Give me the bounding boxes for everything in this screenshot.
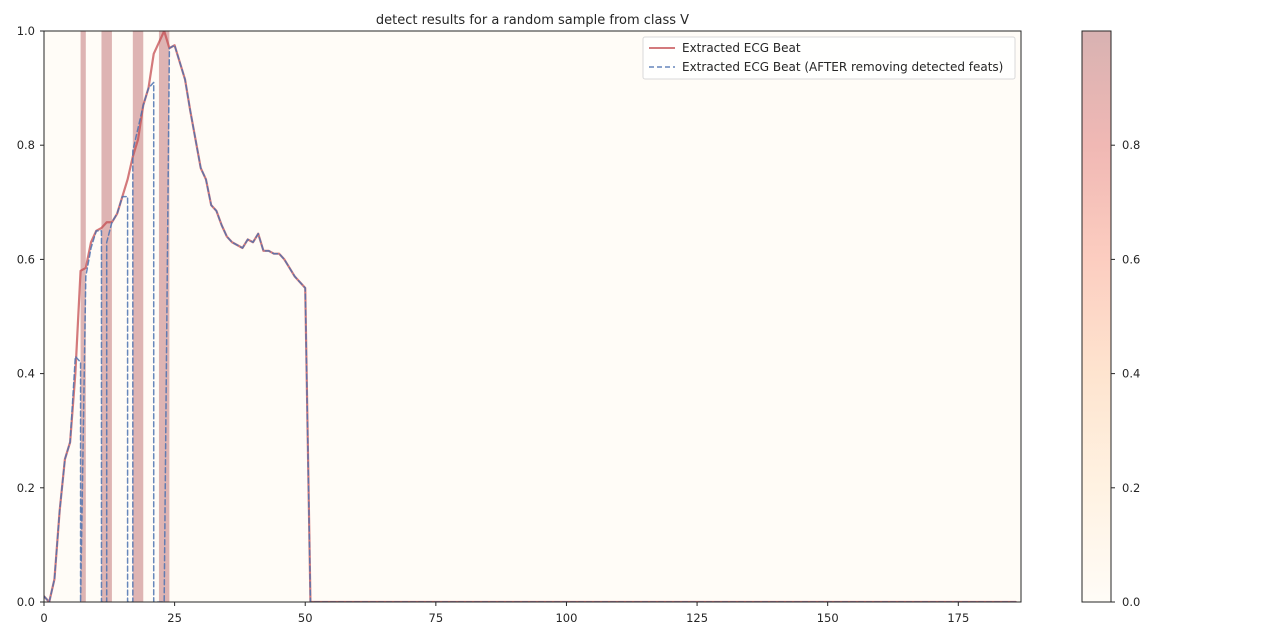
legend-label-after-removing: Extracted ECG Beat (AFTER removing detec… — [682, 60, 1003, 74]
x-tick-label-75: 75 — [429, 611, 444, 625]
plot-frame — [43, 30, 1022, 603]
colorbar-tick-label-3: 0.6 — [1122, 252, 1140, 266]
series-lines — [44, 31, 1017, 602]
highlight-band-3 — [158, 31, 170, 602]
y-axis-ticks: 0.0 0.2 0.4 0.6 0.8 1.0 — [17, 24, 44, 609]
x-tick-label-0: 0 — [40, 611, 47, 625]
x-tick-label-25: 25 — [167, 611, 182, 625]
highlight-band-1 — [101, 31, 112, 602]
highlight-band-0 — [80, 31, 86, 602]
y-tick-label-1: 0.2 — [17, 481, 35, 495]
plot-background — [44, 31, 1021, 602]
colorbar-tick-label-4: 0.8 — [1122, 138, 1140, 152]
legend: Extracted ECG Beat Extracted ECG Beat (A… — [642, 36, 1016, 80]
x-tick-label-150: 150 — [817, 611, 839, 625]
colorbar-tick-label-1: 0.2 — [1122, 481, 1140, 495]
x-axis-ticks: 0 25 50 75 100 125 150 175 — [40, 602, 969, 625]
y-tick-label-0: 0.0 — [17, 595, 35, 609]
y-tick-label-2: 0.4 — [17, 367, 35, 381]
y-tick-label-3: 0.6 — [17, 252, 35, 266]
series-line-after-removing — [44, 44, 1017, 602]
highlight-bands — [80, 31, 170, 602]
y-tick-label-5: 1.0 — [17, 24, 35, 38]
y-tick-label-4: 0.8 — [17, 138, 35, 152]
colorbar-ticks: 0.0 0.2 0.4 0.6 0.8 — [1111, 138, 1140, 609]
x-tick-label-175: 175 — [947, 611, 969, 625]
legend-box — [642, 36, 1016, 80]
highlight-band-2 — [132, 31, 144, 602]
chart-title: detect results for a random sample from … — [376, 13, 689, 28]
colorbar-tick-label-2: 0.4 — [1122, 367, 1140, 381]
x-tick-label-100: 100 — [555, 611, 577, 625]
x-tick-label-125: 125 — [686, 611, 708, 625]
colorbar — [1081, 30, 1112, 603]
legend-label-extracted-ecg-beat: Extracted ECG Beat — [682, 41, 801, 55]
colorbar-tick-label-0: 0.0 — [1122, 595, 1140, 609]
x-tick-label-50: 50 — [298, 611, 313, 625]
